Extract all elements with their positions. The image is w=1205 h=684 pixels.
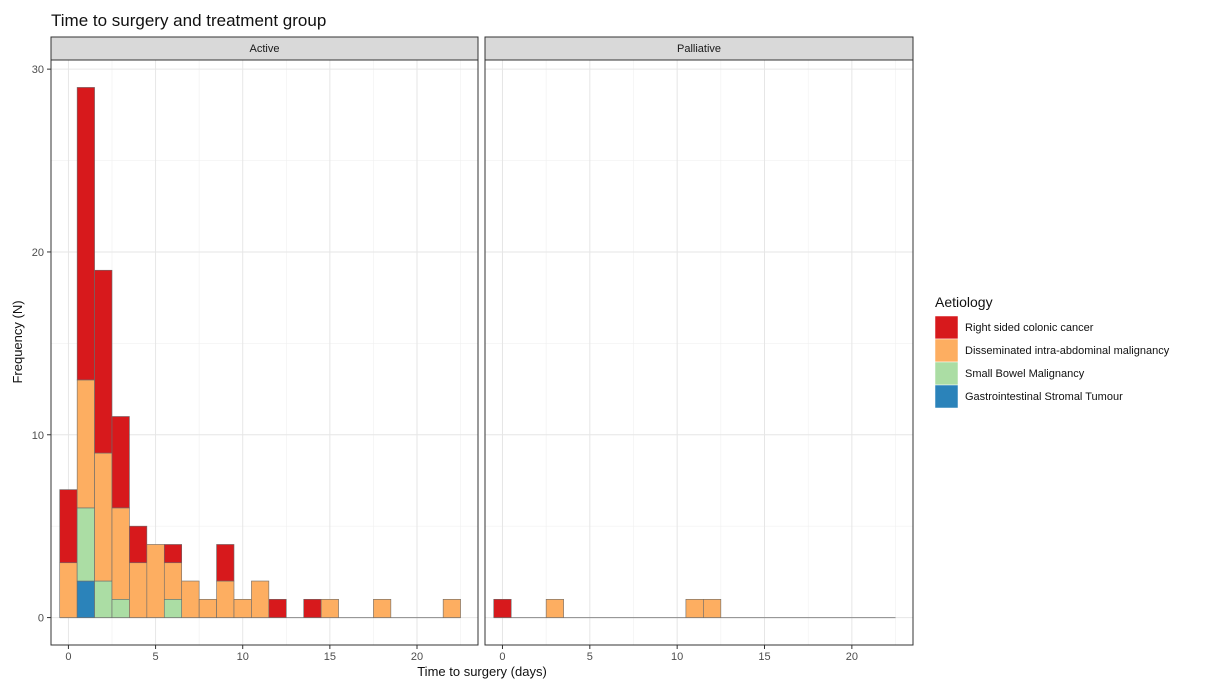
panel-palliative: Palliative 0 5 10 15 20 <box>484 36 914 663</box>
bar-segment <box>216 580 235 618</box>
bar-segment <box>76 87 95 381</box>
legend-key <box>934 315 959 340</box>
chart-title: Time to surgery and treatment group <box>51 11 326 30</box>
bar-segment <box>198 598 217 618</box>
bar-segment <box>163 562 183 600</box>
bar-segment <box>442 598 461 618</box>
bar-segment <box>111 507 130 600</box>
bar-segment <box>94 580 113 618</box>
bar-segment <box>76 580 95 618</box>
bar-segment <box>373 598 392 618</box>
bar-segment <box>251 580 270 618</box>
bar-segment <box>163 598 183 618</box>
bar-segment <box>76 379 95 509</box>
x-tick-label: 10 <box>237 651 249 663</box>
bar-segment <box>94 452 113 582</box>
legend: Aetiology Right sided colonic cancer Diss… <box>934 294 1170 409</box>
bar-segment <box>493 598 512 618</box>
bar-segment <box>94 269 113 454</box>
x-tick-label: 10 <box>671 651 683 663</box>
legend-key <box>934 361 959 386</box>
y-tick-label: 0 <box>38 613 44 625</box>
bar-segment <box>268 598 287 618</box>
bar-segment <box>216 544 235 582</box>
bar-segment <box>320 598 339 618</box>
bar-segment <box>129 525 148 564</box>
bar-segment <box>59 489 78 564</box>
x-tick-label: 15 <box>758 651 770 663</box>
bar-segment <box>163 544 183 564</box>
bar-segment <box>111 598 130 618</box>
panels: Active 0 5 10 15 20 0 10 20 30 Palliative 0 5 10 15 20 <box>32 36 914 663</box>
x-tick-label: 20 <box>846 651 858 663</box>
bar-segment <box>59 562 78 618</box>
legend-key <box>934 338 959 363</box>
x-tick-label: 5 <box>153 651 159 663</box>
bar-segment <box>129 562 148 618</box>
strip-background <box>484 36 914 61</box>
strip-background <box>50 36 479 61</box>
x-tick-label: 20 <box>411 651 423 663</box>
x-tick-label: 0 <box>65 651 71 663</box>
panel-active: Active 0 5 10 15 20 0 10 20 30 <box>32 36 479 663</box>
x-tick-label: 0 <box>499 651 505 663</box>
legend-label: Right sided colonic cancer <box>965 322 1094 334</box>
legend-label: Small Bowel Malignancy <box>965 368 1085 380</box>
strip-label: Palliative <box>677 43 721 55</box>
bar-segment <box>233 598 252 618</box>
legend-title: Aetiology <box>935 294 993 310</box>
y-tick-label: 20 <box>32 247 44 259</box>
legend-label: Gastrointestinal Stromal Tumour <box>965 391 1123 403</box>
y-tick-label: 10 <box>32 430 44 442</box>
bar-segment <box>111 416 130 509</box>
bar-segment <box>76 507 95 582</box>
bar-segment <box>703 598 722 618</box>
bar-segment <box>685 598 704 618</box>
x-axis-title: Time to surgery (days) <box>417 664 547 679</box>
legend-key <box>934 384 959 409</box>
legend-label: Disseminated intra-abdominal malignancy <box>965 345 1170 357</box>
y-axis-title: Frequency (N) <box>10 300 25 383</box>
x-tick-label: 5 <box>587 651 593 663</box>
bar-segment <box>545 598 564 618</box>
panel-background <box>485 60 913 645</box>
bar-segment <box>181 580 200 618</box>
y-tick-label: 30 <box>32 64 44 76</box>
x-tick-label: 15 <box>324 651 336 663</box>
strip-label: Active <box>250 43 280 55</box>
bar-segment <box>146 544 165 618</box>
bar-segment <box>303 598 322 618</box>
